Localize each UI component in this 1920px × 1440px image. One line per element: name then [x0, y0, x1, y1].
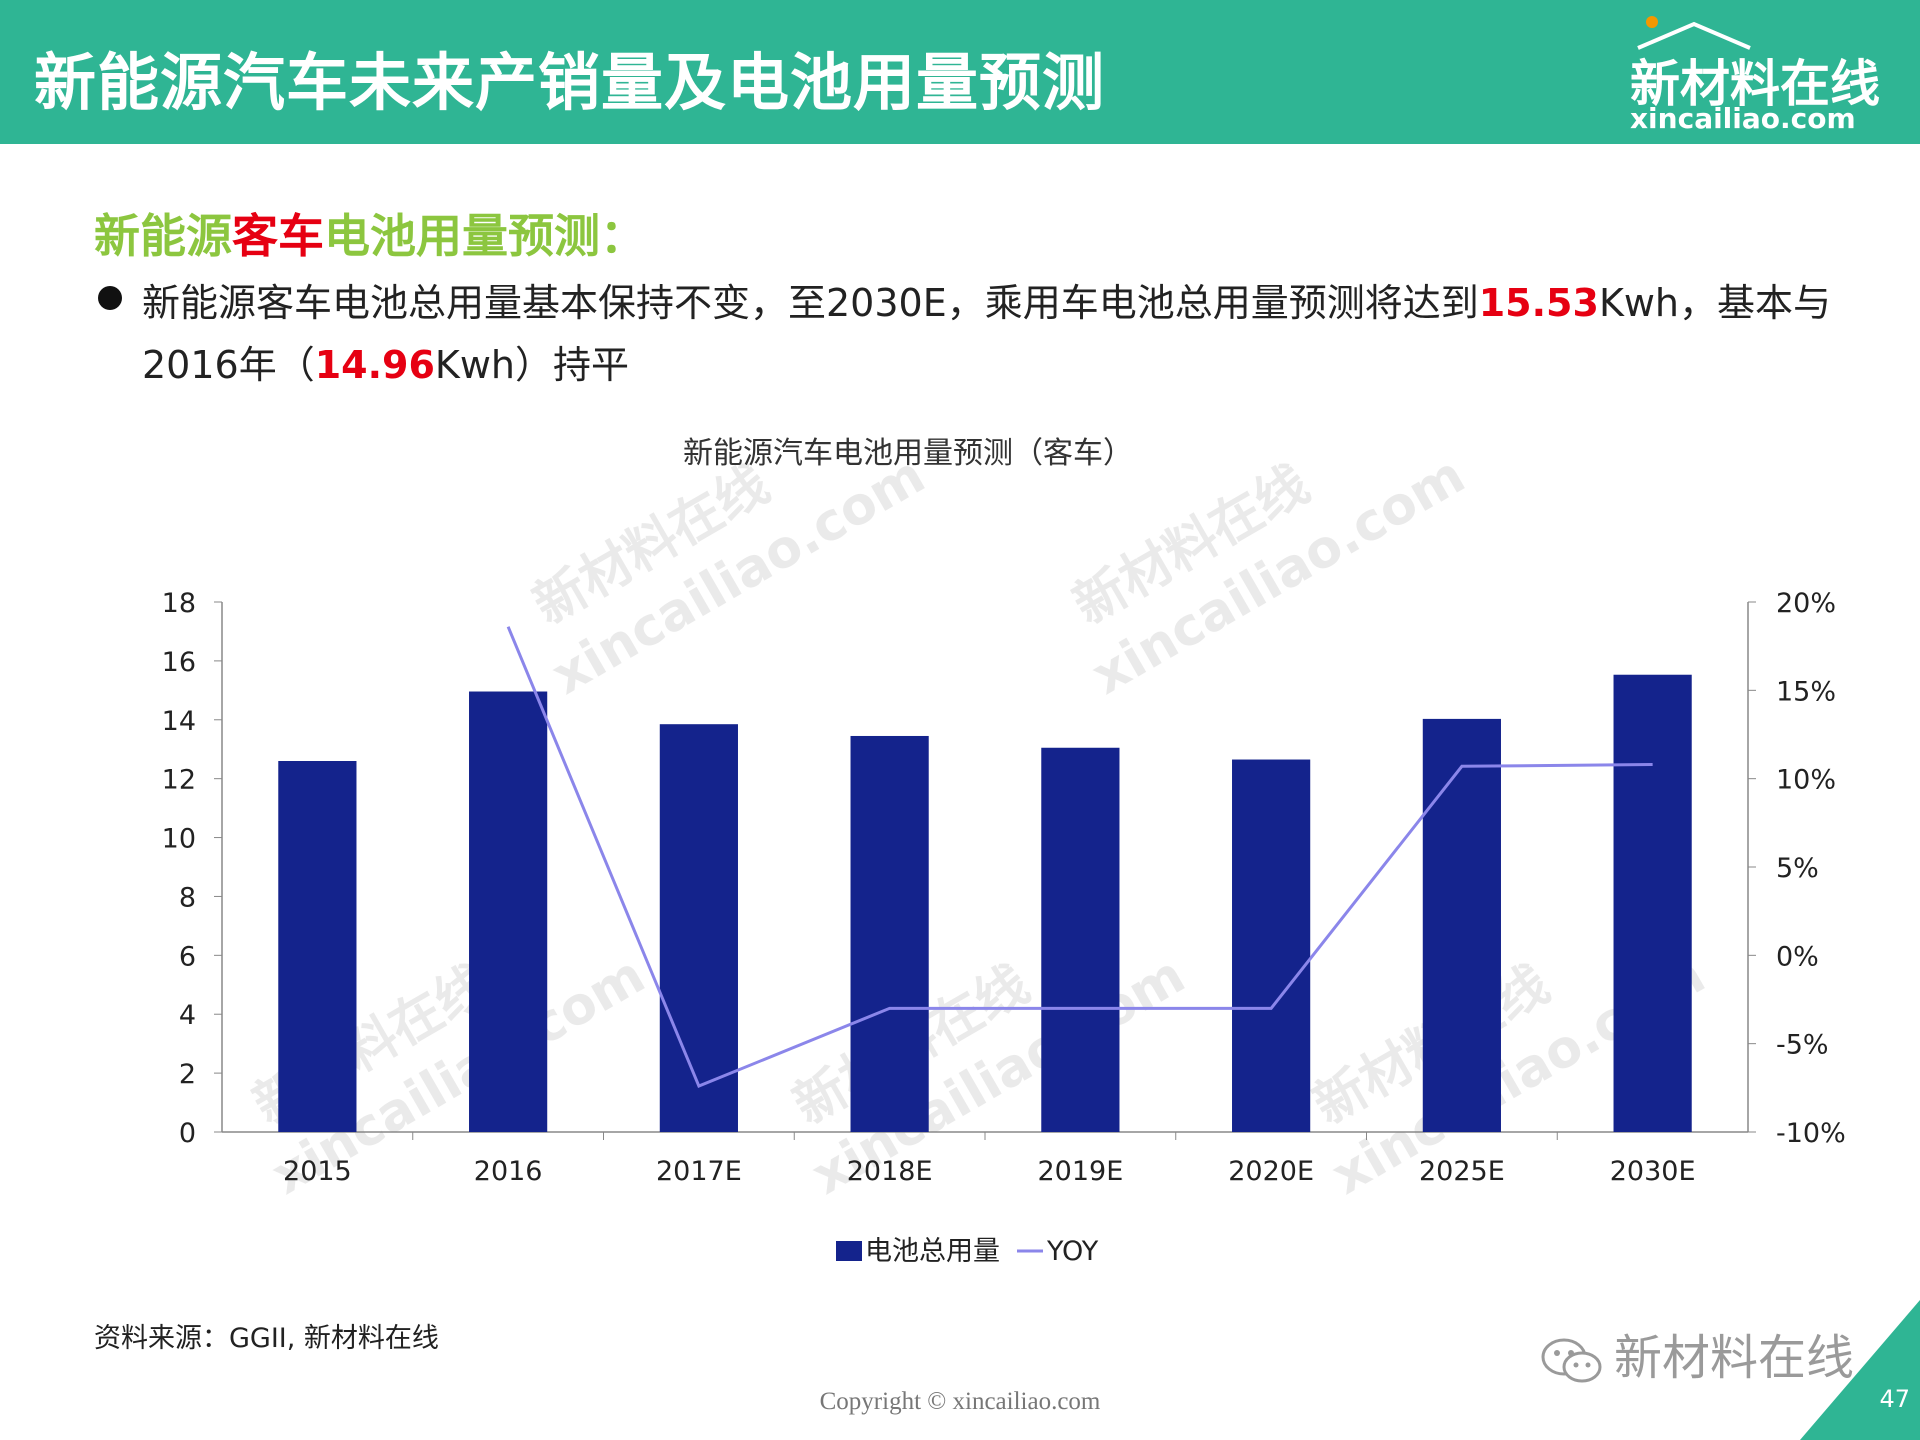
- left-tick-label: 14: [162, 706, 196, 737]
- bar: [659, 724, 738, 1132]
- bullet-paragraph: 新能源客车电池总用量基本保持不变，至2030E，乘用车电池总用量预测将达到15.…: [142, 272, 1842, 396]
- bar: [469, 691, 548, 1132]
- bullet-text-3: Kwh）持平: [434, 343, 630, 387]
- left-tick-label: 12: [162, 765, 196, 796]
- wechat-label: 新材料在线: [1614, 1330, 1855, 1386]
- bar: [1613, 674, 1692, 1132]
- x-tick-label: 2020E: [1228, 1156, 1314, 1187]
- subhead-part2: 客车: [232, 209, 324, 263]
- brand-logo: 新材料在线 xincailiao.com: [1630, 14, 1880, 135]
- subhead-part1: 新能源: [94, 209, 232, 263]
- roof-icon: [1637, 16, 1751, 50]
- bullet-text-1: 新能源客车电池总用量基本保持不变，至2030E，乘用车电池总用量预测将达到: [142, 281, 1479, 325]
- page-title: 新能源汽车未来产销量及电池用量预测: [34, 46, 1106, 119]
- x-tick-label: 2015: [283, 1156, 352, 1187]
- chart-legend: 电池总用量 YOY: [836, 1236, 1099, 1267]
- copyright-text: Copyright © xincailiao.com: [819, 1388, 1101, 1415]
- bar: [1232, 759, 1311, 1132]
- left-tick-label: 6: [179, 941, 196, 972]
- page-number: 47: [1879, 1385, 1910, 1413]
- x-tick-label: 2018E: [847, 1156, 933, 1187]
- bar: [278, 761, 357, 1132]
- x-tick-label: 2016: [474, 1156, 543, 1187]
- bullet-number-2: 14.96: [314, 343, 435, 387]
- right-tick-label: 5%: [1776, 853, 1819, 884]
- left-tick-label: 16: [162, 647, 196, 678]
- bar-series: [278, 674, 1692, 1132]
- right-tick-label: 10%: [1776, 765, 1836, 796]
- corner-triangle: [1800, 1300, 1920, 1440]
- bar: [1041, 747, 1120, 1132]
- bullet-number-1: 15.53: [1478, 281, 1599, 325]
- right-tick-label: 15%: [1776, 676, 1836, 707]
- x-tick-label: 2017E: [656, 1156, 742, 1187]
- left-tick-label: 18: [162, 588, 196, 619]
- yoy-line: [506, 626, 1653, 1089]
- right-tick-label: 20%: [1776, 588, 1836, 619]
- header-bar: 新能源汽车未来产销量及电池用量预测 新材料在线 xincailiao.com: [0, 0, 1920, 144]
- bar: [1422, 718, 1501, 1132]
- left-tick-label: 2: [179, 1059, 196, 1090]
- bullet-icon: [98, 286, 122, 310]
- left-tick-label: 4: [179, 1000, 196, 1031]
- legend-line-label: YOY: [1046, 1236, 1099, 1267]
- wechat-brand: 新材料在线: [1540, 1318, 1854, 1388]
- x-tick-label: 2030E: [1610, 1156, 1696, 1187]
- logo-cn-text: 新材料在线: [1630, 55, 1880, 113]
- legend-bar-label: 电池总用量: [865, 1236, 1000, 1267]
- left-tick-label: 10: [162, 824, 196, 855]
- left-tick-label: 8: [179, 882, 196, 913]
- bar: [850, 735, 929, 1132]
- right-tick-label: 0%: [1776, 941, 1819, 972]
- source-note: 资料来源：GGII, 新材料在线: [94, 1323, 439, 1354]
- right-tick-label: -10%: [1776, 1118, 1846, 1149]
- logo-en-text: xincailiao.com: [1630, 102, 1856, 135]
- section-subheading: 新能源客车电池用量预测：: [94, 200, 646, 266]
- subhead-part3: 电池用量预测：: [324, 209, 646, 263]
- wechat-icon: [1541, 1338, 1602, 1383]
- legend-bar-swatch: [836, 1241, 862, 1261]
- chart-title: 新能源汽车电池用量预测（客车）: [683, 436, 1133, 471]
- line-series: [506, 626, 1653, 1089]
- x-tick-label: 2025E: [1419, 1156, 1505, 1187]
- x-tick-label: 2019E: [1037, 1156, 1123, 1187]
- bullet-text-2: Kwh，基本与2016年（: [142, 281, 1832, 387]
- left-tick-label: 0: [179, 1118, 196, 1149]
- right-tick-label: -5%: [1776, 1030, 1829, 1061]
